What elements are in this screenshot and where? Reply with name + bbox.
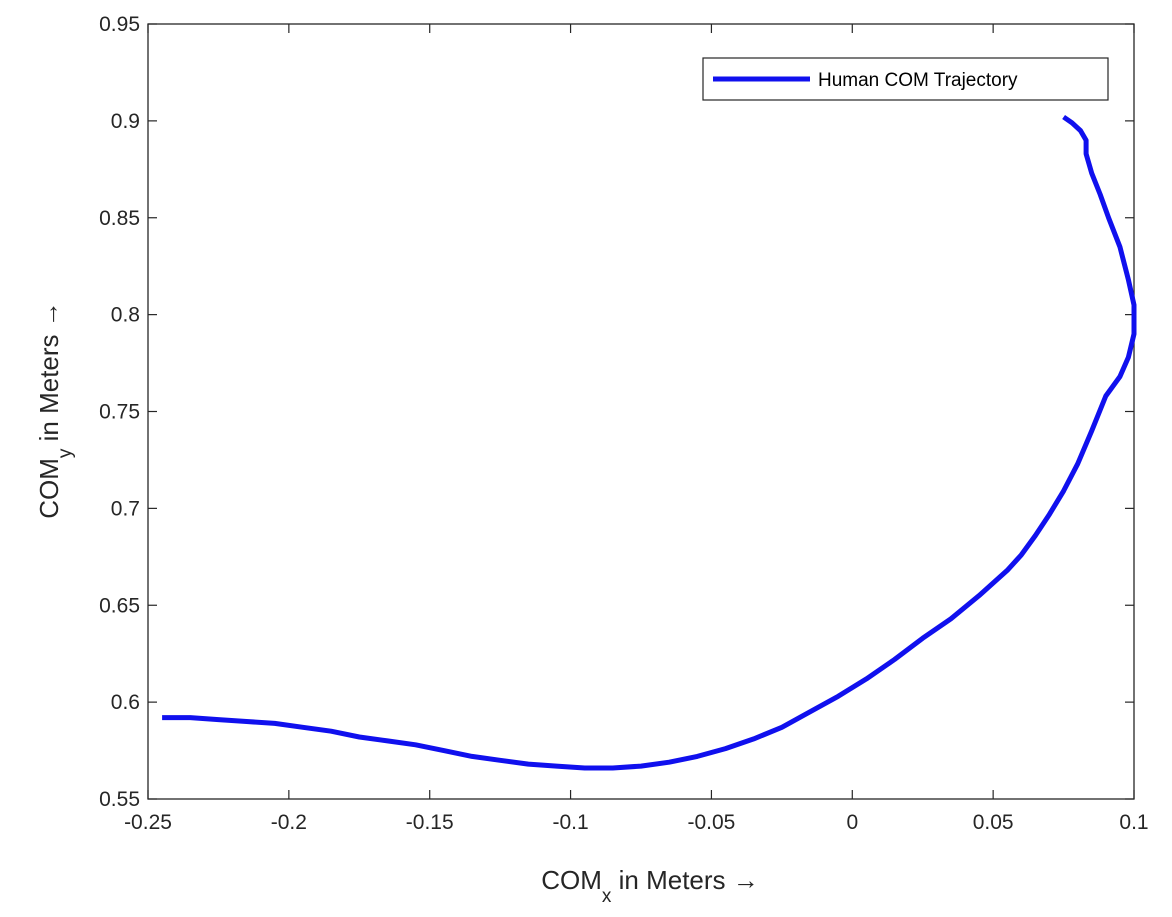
x-axis-title-rest: in Meters → — [611, 865, 758, 895]
x-tick-label: -0.1 — [552, 811, 588, 834]
legend-label-human-com-trajectory: Human COM Trajectory — [818, 70, 1018, 91]
y-tick-label: 0.9 — [111, 110, 140, 133]
x-tick-label: 0.05 — [973, 811, 1014, 834]
tick-labels: -0.25 -0.2 -0.15 -0.1 -0.05 0 0.05 0.1 0.55 0.6 0.… — [99, 13, 1148, 834]
x-tick-label: -0.05 — [687, 811, 735, 834]
x-tick-label: -0.2 — [271, 811, 307, 834]
x-axis-title: COMx in Meters → — [541, 865, 759, 907]
y-tick-label: 0.7 — [111, 497, 140, 520]
x-axis-title-sub: x — [602, 886, 612, 907]
y-tick-label: 0.8 — [111, 304, 140, 327]
y-axis-title-sub: y — [55, 448, 76, 458]
x-axis-title-base: COM — [541, 865, 602, 895]
series-layer — [162, 114, 1137, 771]
x-tick-label: 0 — [846, 811, 858, 834]
axes-box — [147, 23, 1135, 800]
plot-area — [147, 23, 1137, 800]
y-tick-label: 0.85 — [99, 207, 140, 230]
x-tick-label: -0.15 — [406, 811, 454, 834]
series-line-human-com-trajectory — [162, 114, 1137, 771]
x-tick-label: 0.1 — [1119, 811, 1148, 834]
y-tick-label: 0.55 — [99, 788, 140, 811]
y-tick-label: 0.65 — [99, 594, 140, 617]
y-tick-label: 0.95 — [99, 13, 140, 36]
y-axis-title-rest: in Meters → — [34, 301, 64, 448]
y-tick-label: 0.75 — [99, 401, 140, 424]
y-axis-title-base: COM — [34, 458, 64, 519]
y-tick-label: 0.6 — [111, 691, 140, 714]
y-axis-title: COMy in Meters → — [34, 301, 76, 519]
x-tick-label: -0.25 — [124, 811, 172, 834]
legend: Human COM Trajectory — [702, 57, 1109, 101]
ticks — [147, 23, 1135, 800]
